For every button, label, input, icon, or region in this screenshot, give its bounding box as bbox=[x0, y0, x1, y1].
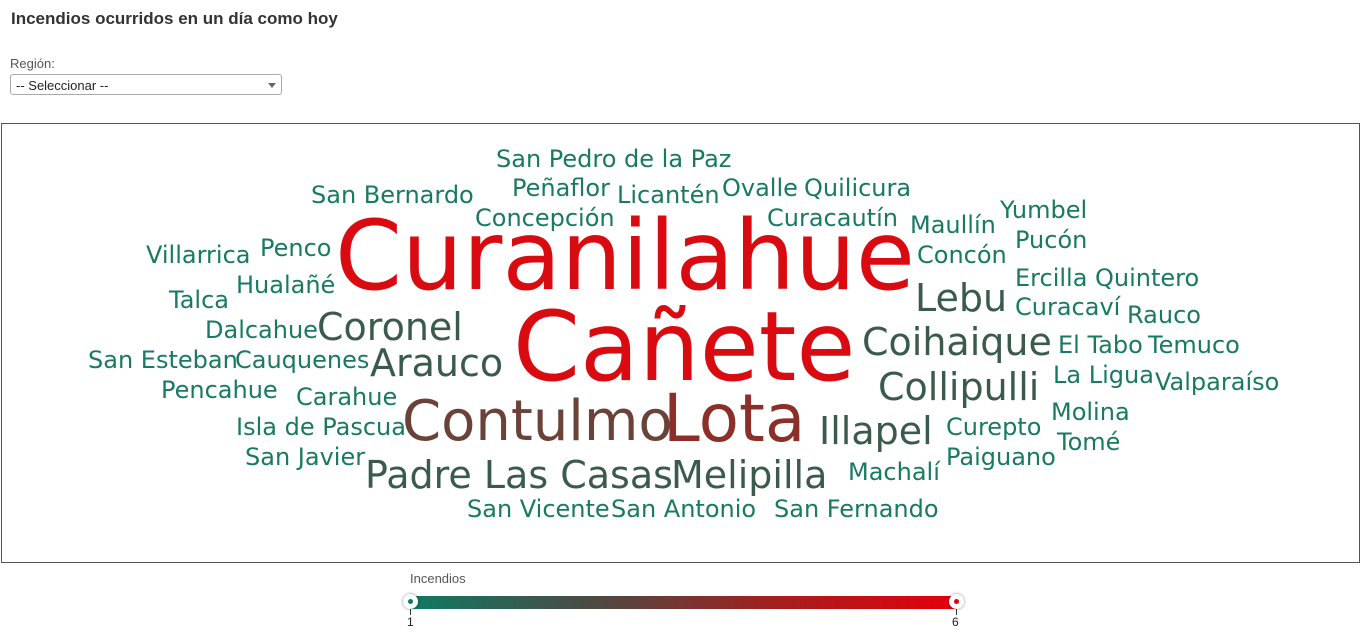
word-pucon[interactable]: Pucón bbox=[1015, 226, 1088, 254]
word-ovalle[interactable]: Ovalle bbox=[722, 174, 798, 202]
word-concepcion[interactable]: Concepción bbox=[475, 204, 615, 232]
word-paiguano[interactable]: Paiguano bbox=[946, 443, 1056, 471]
word-la-ligua[interactable]: La Ligua bbox=[1053, 361, 1154, 389]
word-coronel[interactable]: Coronel bbox=[317, 305, 463, 349]
legend-max-handle[interactable] bbox=[949, 594, 964, 609]
word-quilicura[interactable]: Quilicura bbox=[804, 174, 912, 202]
region-select[interactable]: -- Seleccionar -- bbox=[10, 74, 282, 95]
legend-min-handle-dot bbox=[408, 599, 413, 604]
legend-min-label: 1 bbox=[407, 615, 414, 629]
word-temuco[interactable]: Temuco bbox=[1148, 331, 1240, 359]
word-hualane[interactable]: Hualañé bbox=[236, 271, 336, 299]
word-curanilahue[interactable]: Curanilahue bbox=[335, 200, 915, 312]
word-carahue[interactable]: Carahue bbox=[296, 383, 398, 411]
word-machali[interactable]: Machalí bbox=[848, 458, 940, 486]
word-coihaique[interactable]: Coihaique bbox=[862, 320, 1052, 364]
word-penaflor[interactable]: Peñaflor bbox=[512, 174, 610, 202]
word-contulmo[interactable]: Contulmo bbox=[402, 389, 673, 454]
word-curepto[interactable]: Curepto bbox=[946, 413, 1042, 441]
word-padre-las-casas[interactable]: Padre Las Casas bbox=[365, 453, 673, 497]
word-licanten[interactable]: Licantén bbox=[617, 181, 720, 209]
word-illapel[interactable]: Illapel bbox=[819, 409, 933, 453]
word-cauquenes[interactable]: Cauquenes bbox=[235, 346, 370, 374]
word-talca[interactable]: Talca bbox=[169, 286, 229, 314]
word-maullin[interactable]: Maullín bbox=[910, 211, 996, 239]
word-melipilla[interactable]: Melipilla bbox=[671, 453, 828, 497]
word-san-vicente[interactable]: San Vicente bbox=[467, 495, 610, 523]
word-villarrica[interactable]: Villarrica bbox=[146, 241, 251, 269]
word-dalcahue[interactable]: Dalcahue bbox=[205, 316, 318, 344]
word-molina[interactable]: Molina bbox=[1051, 398, 1130, 426]
chevron-down-icon bbox=[268, 83, 276, 88]
legend-tick-min bbox=[410, 609, 411, 615]
word-collipulli[interactable]: Collipulli bbox=[878, 365, 1040, 409]
word-curacautin[interactable]: Curacautín bbox=[767, 204, 898, 232]
word-lota[interactable]: Lota bbox=[663, 380, 806, 457]
region-label: Región: bbox=[10, 56, 55, 71]
region-select-value: -- Seleccionar -- bbox=[16, 78, 109, 93]
legend-tick-max bbox=[956, 609, 957, 615]
word-ercilla[interactable]: Ercilla bbox=[1015, 264, 1088, 292]
word-penco[interactable]: Penco bbox=[260, 234, 332, 262]
word-valparaiso[interactable]: Valparaíso bbox=[1155, 368, 1280, 396]
page-title: Incendios ocurridos en un día como hoy bbox=[11, 9, 338, 28]
word-san-javier[interactable]: San Javier bbox=[245, 443, 366, 471]
word-tome[interactable]: Tomé bbox=[1057, 428, 1121, 456]
word-san-esteban[interactable]: San Esteban bbox=[88, 346, 238, 374]
word-pencahue[interactable]: Pencahue bbox=[161, 376, 278, 404]
word-concon[interactable]: Concón bbox=[917, 241, 1007, 269]
legend-max-label: 6 bbox=[952, 615, 959, 629]
legend-max-handle-dot bbox=[954, 599, 959, 604]
word-san-pedro-de-la-paz[interactable]: San Pedro de la Paz bbox=[496, 145, 732, 173]
word-canete[interactable]: Cañete bbox=[513, 291, 856, 403]
legend-title: Incendios bbox=[410, 571, 466, 586]
word-san-antonio[interactable]: San Antonio bbox=[611, 495, 757, 523]
legend-min-handle[interactable] bbox=[403, 594, 418, 609]
legend-color-scale bbox=[410, 596, 956, 609]
word-isla-de-pascua[interactable]: Isla de Pascua bbox=[236, 413, 406, 441]
word-cloud: San Pedro de la Paz Peñaflor Licantén Ovall… bbox=[1, 123, 1360, 563]
word-lebu[interactable]: Lebu bbox=[915, 276, 1008, 320]
word-arauco[interactable]: Arauco bbox=[370, 341, 504, 385]
word-san-fernando[interactable]: San Fernando bbox=[774, 495, 939, 523]
word-quintero[interactable]: Quintero bbox=[1095, 264, 1200, 292]
word-el-tabo[interactable]: El Tabo bbox=[1058, 331, 1143, 359]
word-rauco[interactable]: Rauco bbox=[1127, 301, 1201, 329]
word-curacavi[interactable]: Curacaví bbox=[1015, 293, 1121, 321]
word-yumbel[interactable]: Yumbel bbox=[1000, 196, 1088, 224]
word-san-bernardo[interactable]: San Bernardo bbox=[311, 181, 474, 209]
